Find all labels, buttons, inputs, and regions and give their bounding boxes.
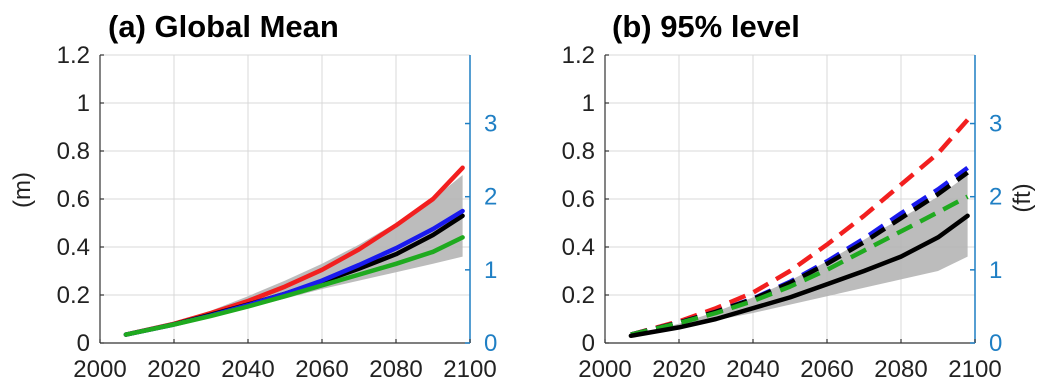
x-tick-label: 2100	[948, 356, 1001, 383]
y-tick-label: 0	[77, 330, 90, 357]
y-tick-label: 0.4	[562, 234, 595, 261]
x-tick-label: 2040	[726, 356, 779, 383]
y-tick-labels: 0 0.2 0.4 0.6 0.8 1 1.2	[57, 42, 90, 357]
right-tick-label: 3	[484, 111, 497, 138]
y-axis-label: (m)	[9, 172, 36, 208]
x-tick-label: 2040	[221, 356, 274, 383]
y-tick-label: 0.2	[57, 282, 90, 309]
x-tick-label: 2080	[874, 356, 927, 383]
axes	[99, 54, 471, 344]
y-tick-label: 0.4	[57, 234, 90, 261]
x-tick-label: 2000	[578, 356, 631, 383]
y-tick-label: 0.2	[562, 282, 595, 309]
x-tick-label: 2000	[73, 356, 126, 383]
y-tick-label: 1.2	[57, 42, 90, 69]
y-tick-label: 0.8	[562, 138, 595, 165]
x-tick-label: 2060	[800, 356, 853, 383]
series-lines	[628, 118, 970, 339]
series-lines	[123, 165, 465, 337]
panel-title: (b) 95% level	[612, 9, 800, 44]
x-tick-labels: 2000 2020 2040 2060 2080 2100	[578, 356, 1001, 383]
y-tick-label: 0.8	[57, 138, 90, 165]
grid-lines	[99, 54, 471, 344]
y-tick-label: 1	[77, 90, 90, 117]
panel-global-mean: 2000 2020 2040 2060 2080 2100 0 0.2 0.4 0.6 0.8 1 1…	[9, 9, 497, 383]
x-tick-labels: 2000 2020 2040 2060 2080 2100	[73, 356, 496, 383]
series-line-red-dashed	[630, 118, 970, 337]
right-tick-label: 1	[484, 257, 497, 284]
y-tick-label: 0	[582, 330, 595, 357]
panel-95-level: 2000 2020 2040 2060 2080 2100 0 0.2 0.4 0.6 0.8 1 1…	[562, 9, 1036, 383]
right-tick-label: 1	[989, 257, 1002, 284]
x-tick-label: 2020	[652, 356, 705, 383]
panel-title: (a) Global Mean	[108, 9, 339, 44]
right-tick-label: 0	[484, 330, 497, 357]
right-tick-labels: 0 1 2 3	[989, 111, 1002, 357]
y-tick-label: 0.6	[562, 186, 595, 213]
right-tick-label: 2	[484, 184, 497, 211]
right-axis-label: (ft)	[1009, 183, 1036, 212]
series-line-green-dashed	[630, 194, 969, 337]
x-tick-label: 2020	[147, 356, 200, 383]
right-tick-label: 2	[989, 184, 1002, 211]
x-tick-label: 2080	[369, 356, 422, 383]
series-line-green	[123, 235, 465, 337]
y-tick-label: 1.2	[562, 42, 595, 69]
x-tick-label: 2100	[443, 356, 496, 383]
series-line-black	[628, 213, 970, 339]
axes	[604, 54, 976, 344]
y-tick-label: 0.6	[57, 186, 90, 213]
y-tick-labels: 0 0.2 0.4 0.6 0.8 1 1.2	[562, 42, 595, 357]
right-tick-label: 0	[989, 330, 1002, 357]
right-tick-label: 3	[989, 111, 1002, 138]
x-tick-label: 2060	[295, 356, 348, 383]
y-tick-label: 1	[582, 90, 595, 117]
right-tick-labels: 0 1 2 3	[484, 111, 497, 357]
